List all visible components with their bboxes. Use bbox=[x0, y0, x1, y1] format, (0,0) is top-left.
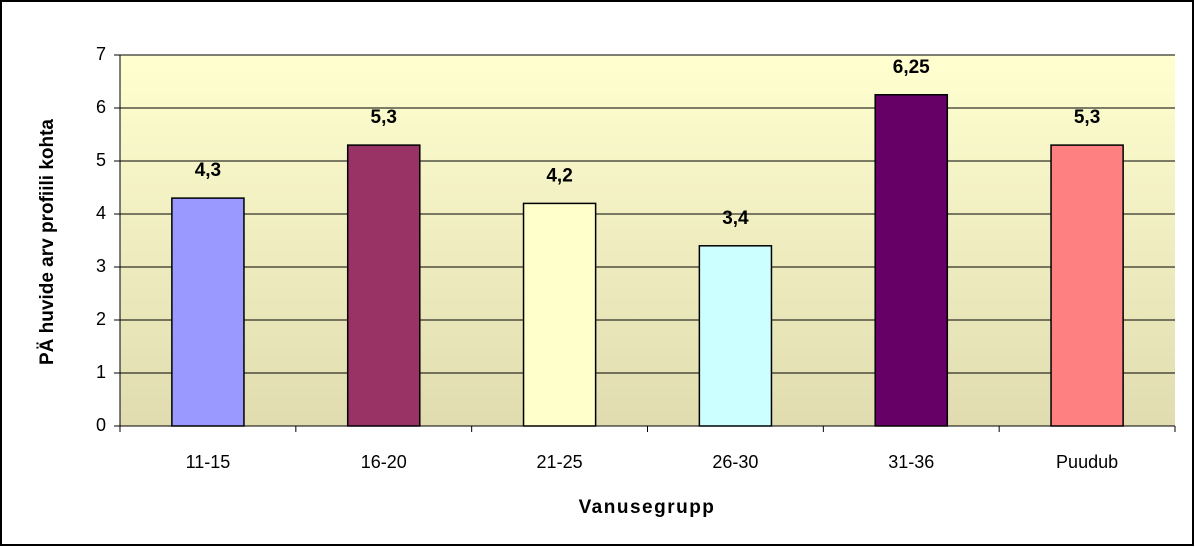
y-tick-label: 0 bbox=[96, 415, 106, 435]
data-label: 4,3 bbox=[195, 160, 221, 181]
bar bbox=[522, 202, 597, 427]
data-label: 5,3 bbox=[371, 107, 397, 128]
data-label: 3,4 bbox=[722, 208, 749, 229]
x-axis-title: Vanusegrupp bbox=[579, 497, 716, 518]
y-tick-label: 3 bbox=[96, 256, 106, 276]
x-tick-label: 31-36 bbox=[888, 452, 934, 472]
x-tick-label: 26-30 bbox=[712, 452, 758, 472]
data-label: 5,3 bbox=[1074, 107, 1100, 128]
x-tick-label: 11-15 bbox=[186, 452, 231, 472]
bar bbox=[171, 197, 245, 427]
y-tick-label: 4 bbox=[96, 203, 106, 223]
bar bbox=[698, 245, 773, 427]
y-tick-label: 2 bbox=[96, 309, 106, 329]
x-tick-label: 16-20 bbox=[361, 452, 407, 472]
bar bbox=[874, 94, 949, 427]
y-tick-label: 5 bbox=[96, 150, 106, 170]
y-tick-label: 7 bbox=[96, 44, 106, 64]
x-tick-label: 21-25 bbox=[537, 452, 583, 472]
x-tick-label: Puudub bbox=[1056, 452, 1118, 472]
y-axis-title: PÄ huvide arv profiili kohta bbox=[37, 119, 58, 365]
plot-area bbox=[120, 55, 1175, 426]
y-tick-label: 1 bbox=[96, 362, 106, 382]
data-label: 4,2 bbox=[546, 165, 572, 186]
bar bbox=[346, 144, 421, 427]
y-tick-label: 6 bbox=[96, 97, 106, 117]
bar bbox=[1050, 144, 1124, 427]
data-label: 6,25 bbox=[893, 57, 930, 78]
